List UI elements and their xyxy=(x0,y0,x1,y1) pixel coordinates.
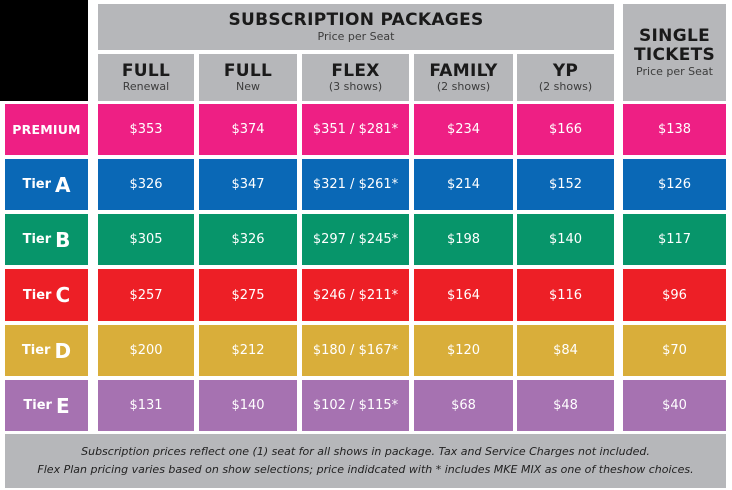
row-label-premium: PREMIUM xyxy=(5,104,88,155)
tier-letter: B xyxy=(55,227,71,252)
price-cell: $297 / $245* xyxy=(302,214,409,265)
row-label-tier-d: Tier D xyxy=(5,325,88,376)
tier-word: Tier xyxy=(22,232,52,247)
column-title: FLEX xyxy=(331,60,380,81)
price-cell: $246 / $211* xyxy=(302,269,409,321)
price-cell: $326 xyxy=(98,159,194,210)
tier-word: Tier xyxy=(21,343,51,358)
tier-letter: A xyxy=(55,172,71,197)
price-cell: $351 / $281* xyxy=(302,104,409,155)
price-cell: $138 xyxy=(623,104,726,155)
price-cell: $214 xyxy=(414,159,513,210)
price-cell: $152 xyxy=(517,159,614,210)
column-header-family-3: FAMILY (2 shows) xyxy=(414,54,513,101)
tier-letter: E xyxy=(55,393,70,418)
row-label-tier-c: Tier C xyxy=(5,269,88,321)
price-cell: $166 xyxy=(517,104,614,155)
price-cell: $198 xyxy=(414,214,513,265)
subscription-subtitle: Price per Seat xyxy=(317,29,395,43)
tier-word: Tier xyxy=(22,287,52,303)
tier-letter: C xyxy=(55,283,71,307)
footnote-line1: Subscription prices reflect one (1) seat… xyxy=(81,445,650,459)
price-cell: $347 xyxy=(199,159,297,210)
column-title: FAMILY xyxy=(429,60,498,81)
price-cell: $164 xyxy=(414,269,513,321)
column-header-yp-4: YP (2 shows) xyxy=(517,54,614,101)
column-subtitle: Renewal xyxy=(122,80,170,94)
premium-label: PREMIUM xyxy=(12,122,81,137)
column-header-full-0: FULL Renewal xyxy=(98,54,194,101)
footnote: Subscription prices reflect one (1) seat… xyxy=(5,434,726,488)
price-cell: $275 xyxy=(199,269,297,321)
price-cell: $48 xyxy=(517,380,614,431)
tier-word: Tier xyxy=(22,177,52,192)
price-cell: $102 / $115* xyxy=(302,380,409,431)
price-cell: $120 xyxy=(414,325,513,376)
price-cell: $353 xyxy=(98,104,194,155)
price-cell: $117 xyxy=(623,214,726,265)
single-tickets-header: SINGLE TICKETS Price per Seat xyxy=(623,4,726,101)
price-cell: $374 xyxy=(199,104,297,155)
column-title: YP xyxy=(552,60,579,81)
column-subtitle: New xyxy=(236,80,260,94)
price-cell: $96 xyxy=(623,269,726,321)
price-cell: $126 xyxy=(623,159,726,210)
single-title-line1: SINGLE xyxy=(639,26,710,47)
price-cell: $326 xyxy=(199,214,297,265)
price-cell: $212 xyxy=(199,325,297,376)
tier-letter: D xyxy=(54,338,72,363)
price-cell: $321 / $261* xyxy=(302,159,409,210)
price-cell: $84 xyxy=(517,325,614,376)
price-cell: $200 xyxy=(98,325,194,376)
price-cell: $234 xyxy=(414,104,513,155)
price-cell: $70 xyxy=(623,325,726,376)
column-subtitle: (3 shows) xyxy=(328,80,383,94)
row-label-tier-a: Tier A xyxy=(5,159,88,210)
price-cell: $40 xyxy=(623,380,726,431)
corner-block xyxy=(0,0,88,101)
single-title-line2: TICKETS xyxy=(633,44,716,65)
price-cell: $180 / $167* xyxy=(302,325,409,376)
footnote-line2: Flex Plan pricing varies based on show s… xyxy=(37,463,694,476)
subscription-packages-header: SUBSCRIPTION PACKAGES Price per Seat xyxy=(98,4,614,50)
price-cell: $116 xyxy=(517,269,614,321)
price-cell: $140 xyxy=(517,214,614,265)
column-title: FULL xyxy=(223,60,273,81)
column-header-full-1: FULL New xyxy=(199,54,297,101)
tier-word: Tier xyxy=(23,398,52,413)
column-subtitle: (2 shows) xyxy=(538,80,593,94)
price-cell: $68 xyxy=(414,380,513,431)
column-subtitle: (2 shows) xyxy=(436,80,491,94)
subscription-title: SUBSCRIPTION PACKAGES xyxy=(228,10,484,31)
row-label-tier-e: Tier E xyxy=(5,380,88,431)
price-cell: $140 xyxy=(199,380,297,431)
single-subtitle: Price per Seat xyxy=(636,64,713,78)
row-label-tier-b: Tier B xyxy=(5,214,88,265)
price-cell: $131 xyxy=(98,380,194,431)
price-cell: $257 xyxy=(98,269,194,321)
price-cell: $305 xyxy=(98,214,194,265)
column-title: FULL xyxy=(121,60,171,81)
column-header-flex-2: FLEX (3 shows) xyxy=(302,54,409,101)
